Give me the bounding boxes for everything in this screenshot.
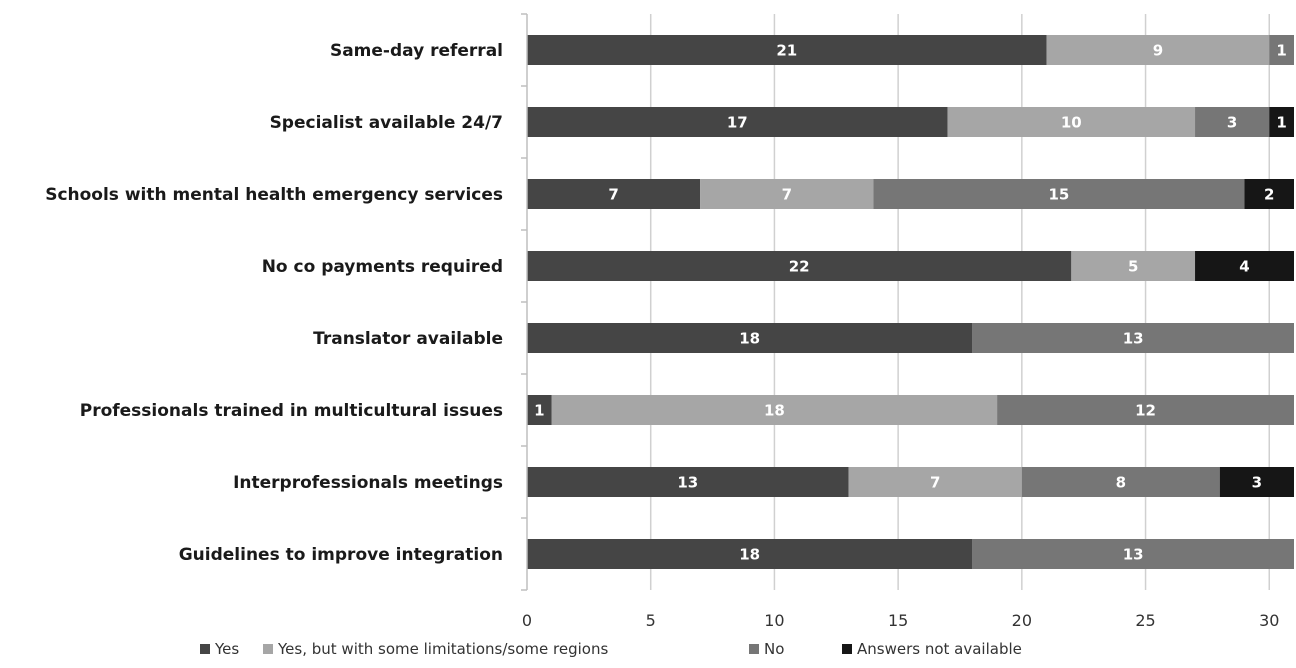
data-label: 3: [1252, 474, 1262, 492]
data-label: 12: [1135, 402, 1156, 420]
x-tick-label: 15: [888, 611, 908, 630]
data-label: 10: [1061, 114, 1082, 132]
data-label: 13: [1123, 330, 1144, 348]
data-label: 1: [1276, 114, 1286, 132]
data-label: 22: [789, 258, 810, 276]
data-label: 15: [1049, 186, 1070, 204]
category-label: Translator available: [313, 329, 503, 349]
legend-label: No: [764, 640, 784, 658]
legend-swatch: [749, 644, 759, 654]
bar-segment: [997, 395, 1294, 425]
bars-layer: [527, 35, 1294, 569]
legend-swatch: [200, 644, 210, 654]
data-label: 3: [1227, 114, 1237, 132]
bar-segment: [947, 107, 1196, 137]
data-label: 13: [1123, 546, 1144, 564]
x-tick-label: 10: [764, 611, 784, 630]
bar-segment: [873, 179, 1245, 209]
bar-segment: [527, 323, 973, 353]
bar-segment: [527, 107, 948, 137]
grid-layer: [649, 14, 1271, 590]
bar-segment: [1244, 179, 1294, 209]
legend-label: Yes, but with some limitations/some regi…: [277, 640, 608, 658]
category-label: Guidelines to improve integration: [179, 545, 503, 565]
bar-segment: [527, 35, 1047, 65]
bar-segment: [1269, 35, 1294, 65]
data-label: 5: [1128, 258, 1138, 276]
data-label: 13: [677, 474, 698, 492]
x-tick-label: 0: [522, 611, 532, 630]
legend: Yes Yes, but with some limitations/some r…: [200, 640, 1022, 658]
legend-label: Answers not available: [857, 640, 1022, 658]
data-label: 7: [782, 186, 792, 204]
bar-segment: [1269, 107, 1294, 137]
bar-segment: [527, 179, 701, 209]
data-label: 18: [739, 330, 760, 348]
bar-segment: [1046, 35, 1270, 65]
data-label: 18: [739, 546, 760, 564]
legend-label: Yes: [214, 640, 239, 658]
bar-segment: [551, 395, 998, 425]
category-label: Professionals trained in multicultural i…: [80, 401, 503, 421]
x-tick-label: 30: [1259, 611, 1279, 630]
data-label: 1: [1276, 42, 1286, 60]
data-label: 8: [1116, 474, 1126, 492]
data-label: 2: [1264, 186, 1274, 204]
bar-segment: [1195, 107, 1270, 137]
data-label: 21: [776, 42, 797, 60]
bar-segment: [1071, 251, 1196, 281]
bar-segment: [1195, 251, 1294, 281]
legend-swatch: [263, 644, 273, 654]
category-label: Interprofessionals meetings: [233, 473, 503, 493]
category-label: Same-day referral: [330, 41, 503, 61]
bar-segment: [527, 467, 849, 497]
bar-segment: [972, 539, 1294, 569]
bar-segment: [527, 395, 552, 425]
bar-segment: [527, 539, 973, 569]
category-label: Specialist available 24/7: [270, 113, 503, 133]
legend-swatch: [842, 644, 852, 654]
bar-segment: [1219, 467, 1294, 497]
bar-segment: [972, 323, 1294, 353]
data-label: 17: [727, 114, 748, 132]
x-tick-label: 5: [646, 611, 656, 630]
x-tick-label: 25: [1135, 611, 1155, 630]
data-label: 9: [1153, 42, 1163, 60]
data-label: 1: [534, 402, 544, 420]
bar-segment: [1021, 467, 1220, 497]
data-label: 7: [608, 186, 618, 204]
data-label: 7: [930, 474, 940, 492]
x-tick-label: 20: [1012, 611, 1032, 630]
bar-segment: [527, 251, 1072, 281]
data-label: 4: [1239, 258, 1249, 276]
data-label: 18: [764, 402, 785, 420]
bar-segment: [848, 467, 1022, 497]
bar-segment: [700, 179, 874, 209]
axis-layer: 0 5 10 15 20 25 30: [521, 13, 1279, 630]
category-label: Schools with mental health emergency ser…: [45, 185, 503, 205]
category-label: No co payments required: [262, 257, 503, 277]
